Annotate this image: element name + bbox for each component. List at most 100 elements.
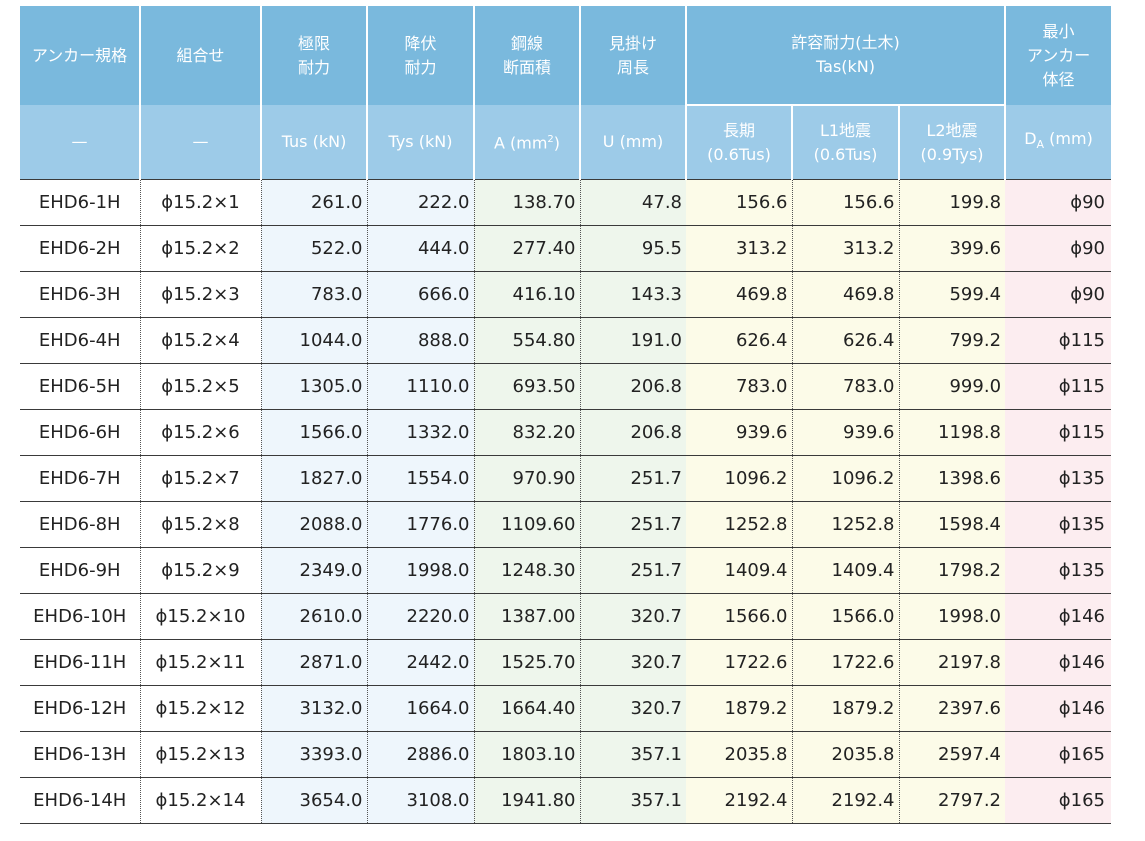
cell-l2-seismic: 199.8 [898, 179, 1006, 226]
cell-min-diameter: ϕ115 [1005, 363, 1112, 410]
cell-tus: 2871.0 [261, 639, 367, 686]
cell-area: 832.20 [473, 409, 580, 456]
cell-perimeter: 47.8 [579, 179, 686, 226]
table-row: EHD6-4H ϕ15.2×4 1044.0 888.0 554.80 191.0 626.… [20, 317, 1112, 364]
table-row: EHD6-11H ϕ15.2×11 2871.0 2442.0 1525.70 320.7… [20, 639, 1112, 686]
cell-min-diameter: ϕ146 [1005, 593, 1112, 640]
cell-anchor-spec: EHD6-1H [20, 179, 141, 226]
table-row: EHD6-3H ϕ15.2×3 783.0 666.0 416.10 143.3 469.8… [20, 271, 1112, 318]
table-row: EHD6-12H ϕ15.2×12 3132.0 1664.0 1664.40 320.7… [20, 685, 1112, 732]
table-row: EHD6-6H ϕ15.2×6 1566.0 1332.0 832.20 206.8 939… [20, 409, 1112, 456]
cell-tys: 666.0 [366, 271, 474, 318]
cell-combination: ϕ15.2×3 [140, 271, 262, 318]
cell-l1-seismic: 156.6 [791, 179, 899, 226]
cell-l2-seismic: 399.6 [898, 225, 1006, 272]
cell-min-diameter: ϕ146 [1005, 685, 1112, 732]
table-row: EHD6-8H ϕ15.2×8 2088.0 1776.0 1109.60 251.7 12… [20, 501, 1112, 548]
header-row-1: アンカー規格 組合せ 極限 耐力 降伏 耐力 鋼線 断面積 見掛け 周長 許容耐力(土木… [20, 6, 1112, 106]
header-row-2: — — Tus (kN) Tys (kN) A (mm2) U (mm) 長期(… [20, 105, 1112, 180]
cell-long-term: 2192.4 [686, 777, 792, 824]
cell-perimeter: 320.7 [579, 593, 686, 640]
unit-tus: Tus (kN) [260, 105, 367, 180]
cell-long-term: 626.4 [686, 317, 792, 364]
cell-l2-seismic: 999.0 [898, 363, 1006, 410]
cell-long-term: 156.6 [686, 179, 792, 226]
unit-l2-seismic: L2地震 (0.9Tys) [897, 105, 1006, 180]
cell-l1-seismic: 1096.2 [791, 455, 899, 502]
cell-l1-seismic: 1879.2 [791, 685, 899, 732]
cell-long-term: 939.6 [686, 409, 792, 456]
cell-l1-seismic: 1409.4 [791, 547, 899, 594]
header-min-anchor-diameter: 最小 アンカー 体径 [1004, 6, 1112, 105]
cell-anchor-spec: EHD6-8H [20, 501, 141, 548]
cell-long-term: 1722.6 [686, 639, 792, 686]
anchor-spec-table-container: アンカー規格 組合せ 極限 耐力 降伏 耐力 鋼線 断面積 見掛け 周長 許容耐力(土木… [20, 6, 1112, 824]
cell-area: 1525.70 [473, 639, 580, 686]
cell-min-diameter: ϕ135 [1005, 501, 1112, 548]
cell-l1-seismic: 469.8 [791, 271, 899, 318]
cell-tys: 2886.0 [366, 731, 474, 778]
cell-l1-seismic: 2035.8 [791, 731, 899, 778]
cell-l2-seismic: 2597.4 [898, 731, 1006, 778]
cell-tys: 1554.0 [366, 455, 474, 502]
cell-area: 1248.30 [473, 547, 580, 594]
cell-l2-seismic: 1198.8 [898, 409, 1006, 456]
cell-perimeter: 206.8 [579, 409, 686, 456]
cell-l2-seismic: 1798.2 [898, 547, 1006, 594]
table-row: EHD6-13H ϕ15.2×13 3393.0 2886.0 1803.10 357.1… [20, 731, 1112, 778]
cell-perimeter: 251.7 [579, 455, 686, 502]
cell-min-diameter: ϕ115 [1005, 409, 1112, 456]
cell-l2-seismic: 2797.2 [898, 777, 1006, 824]
cell-long-term: 469.8 [686, 271, 792, 318]
cell-tus: 3393.0 [261, 731, 367, 778]
cell-combination: ϕ15.2×2 [140, 225, 262, 272]
cell-area: 1387.00 [473, 593, 580, 640]
cell-tus: 3132.0 [261, 685, 367, 732]
cell-long-term: 1879.2 [686, 685, 792, 732]
cell-tys: 2442.0 [366, 639, 474, 686]
cell-perimeter: 251.7 [579, 501, 686, 548]
cell-long-term: 1096.2 [686, 455, 792, 502]
cell-long-term: 313.2 [686, 225, 792, 272]
cell-area: 1803.10 [473, 731, 580, 778]
cell-anchor-spec: EHD6-6H [20, 409, 141, 456]
cell-min-diameter: ϕ90 [1005, 271, 1112, 318]
cell-l2-seismic: 599.4 [898, 271, 1006, 318]
cell-combination: ϕ15.2×5 [140, 363, 262, 410]
header-ultimate-strength: 極限 耐力 [260, 6, 367, 105]
cell-tys: 1998.0 [366, 547, 474, 594]
cell-anchor-spec: EHD6-13H [20, 731, 141, 778]
cell-anchor-spec: EHD6-5H [20, 363, 141, 410]
cell-perimeter: 320.7 [579, 639, 686, 686]
cell-tus: 1827.0 [261, 455, 367, 502]
cell-perimeter: 143.3 [579, 271, 686, 318]
cell-l2-seismic: 1398.6 [898, 455, 1006, 502]
cell-anchor-spec: EHD6-11H [20, 639, 141, 686]
cell-tus: 2349.0 [261, 547, 367, 594]
header-allowable-strength: 許容耐力(土木) Tas(kN) [684, 6, 1006, 106]
cell-perimeter: 357.1 [579, 731, 686, 778]
cell-anchor-spec: EHD6-4H [20, 317, 141, 364]
cell-l1-seismic: 313.2 [791, 225, 899, 272]
cell-l1-seismic: 1722.6 [791, 639, 899, 686]
cell-long-term: 1409.4 [686, 547, 792, 594]
cell-min-diameter: ϕ146 [1005, 639, 1112, 686]
header-apparent-perimeter: 見掛け 周長 [579, 6, 686, 105]
cell-tus: 1305.0 [261, 363, 367, 410]
table-row: EHD6-1H ϕ15.2×1 261.0 222.0 138.70 47.8 156.6 1… [20, 179, 1112, 226]
cell-min-diameter: ϕ135 [1005, 547, 1112, 594]
cell-tys: 222.0 [366, 179, 474, 226]
unit-u: U (mm) [579, 105, 686, 180]
cell-perimeter: 357.1 [579, 777, 686, 824]
cell-area: 554.80 [473, 317, 580, 364]
cell-area: 1664.40 [473, 685, 580, 732]
cell-combination: ϕ15.2×14 [140, 777, 262, 824]
cell-perimeter: 320.7 [579, 685, 686, 732]
unit-area: A (mm2) [473, 105, 580, 180]
cell-l1-seismic: 1252.8 [791, 501, 899, 548]
cell-area: 416.10 [473, 271, 580, 318]
cell-tus: 522.0 [261, 225, 367, 272]
cell-area: 1109.60 [473, 501, 580, 548]
cell-combination: ϕ15.2×1 [140, 179, 262, 226]
cell-min-diameter: ϕ135 [1005, 455, 1112, 502]
